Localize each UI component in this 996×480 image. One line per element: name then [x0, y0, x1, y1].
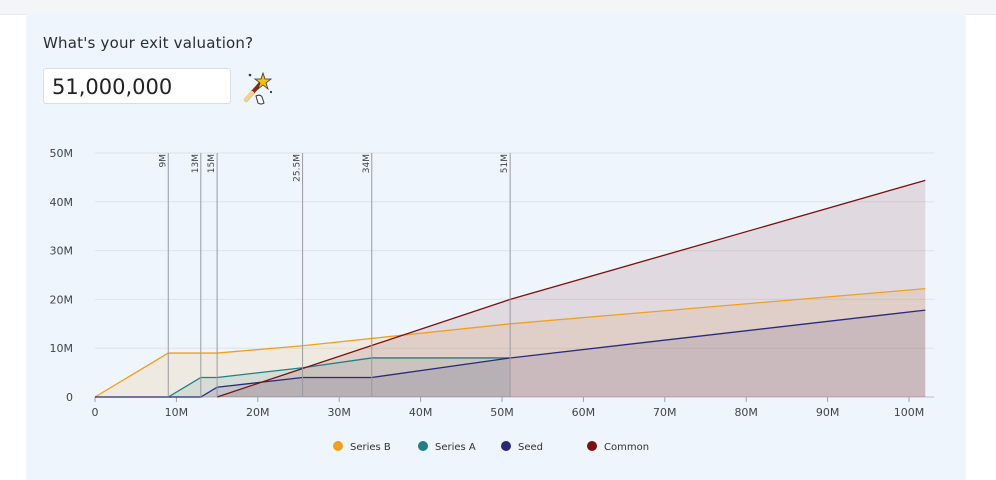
legend-label: Series A — [435, 442, 476, 453]
x-tick-label: 0 — [92, 406, 99, 419]
valuation-marker-label: 51M — [500, 154, 510, 173]
exit-valuation-panel: What's your exit valuation? 51,000,000 — [26, 14, 966, 480]
x-tick-label: 20M — [246, 406, 270, 419]
x-tick-label: 30M — [327, 406, 351, 419]
valuation-marker-label: 15M — [207, 154, 217, 173]
y-tick-label: 50M — [50, 147, 74, 160]
y-tick-label: 40M — [50, 196, 74, 209]
legend-swatch — [333, 441, 343, 451]
x-tick-label: 100M — [894, 406, 925, 419]
x-tick-label: 60M — [572, 406, 596, 419]
valuation-marker-label: 25.5M — [293, 154, 303, 182]
valuation-marker-label: 34M — [362, 154, 372, 173]
y-tick-label: 30M — [50, 245, 74, 258]
valuation-question: What's your exit valuation? — [43, 34, 254, 52]
exit-valuation-input[interactable]: 51,000,000 — [43, 68, 231, 104]
x-tick-label: 90M — [816, 406, 840, 419]
x-tick-label: 40M — [409, 406, 433, 419]
series-a-line — [167, 357, 511, 398]
y-tick-label: 20M — [50, 293, 74, 306]
legend-label: Series B — [350, 442, 391, 453]
x-tick-label: 10M — [165, 406, 189, 419]
valuation-marker-label: 9M — [158, 154, 168, 168]
legend-swatch — [418, 441, 428, 451]
legend-label: Common — [604, 442, 649, 453]
magic-wand-button[interactable] — [242, 70, 274, 106]
x-tick-label: 50M — [490, 406, 514, 419]
y-tick-label: 0 — [66, 391, 73, 404]
y-tick-label: 10M — [50, 342, 74, 355]
legend-label: Seed — [518, 442, 543, 453]
valuation-marker-label: 13M — [191, 154, 201, 173]
legend-swatch — [501, 441, 511, 451]
common-area — [217, 180, 926, 397]
x-tick-label: 80M — [734, 406, 758, 419]
magic-wand-icon — [244, 71, 273, 105]
legend-swatch — [587, 441, 597, 451]
seed-area — [95, 310, 926, 397]
x-tick-label: 70M — [653, 406, 677, 419]
